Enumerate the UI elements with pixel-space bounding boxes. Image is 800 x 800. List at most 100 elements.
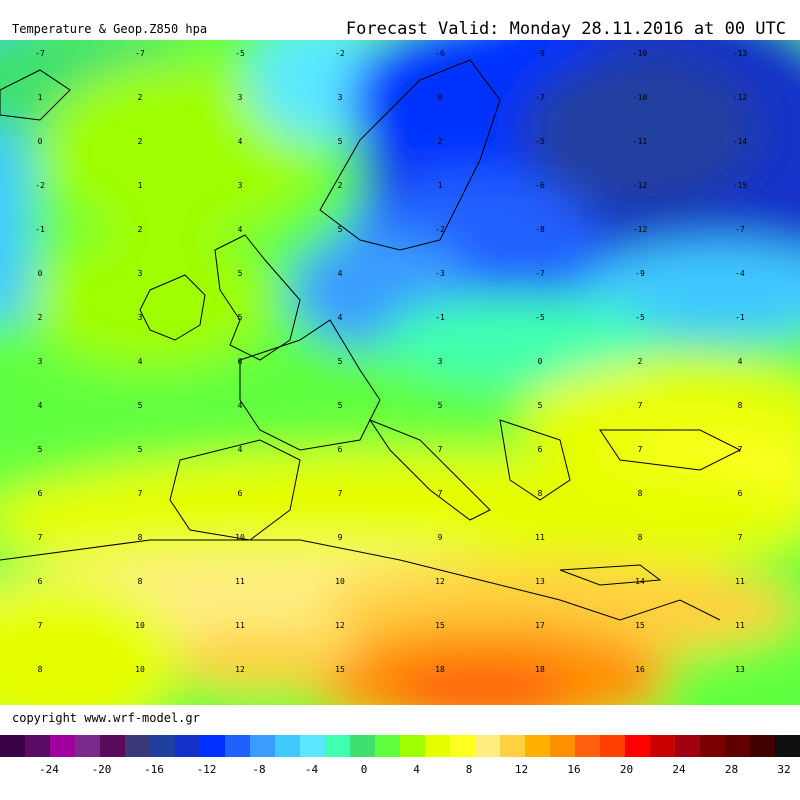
colorbar-tick-label: -20	[91, 763, 112, 776]
temperature-value: -7	[535, 269, 545, 278]
colorbar-cell	[500, 735, 525, 757]
temperature-value: 5	[137, 445, 143, 454]
temperature-value: 11	[535, 533, 545, 542]
temperature-value: 5	[337, 401, 343, 410]
temperature-value: 2	[137, 225, 143, 234]
temperature-value: 9	[337, 533, 343, 542]
temperature-value: 13	[735, 665, 745, 674]
temperature-value: 11	[735, 621, 745, 630]
colorbar-tick-label: 28	[724, 763, 739, 776]
colorbar-cell	[675, 735, 700, 757]
temperature-value: 8	[637, 533, 643, 542]
temperature-value: 7	[337, 489, 343, 498]
temperature-value: 4	[337, 269, 343, 278]
temperature-value: 2	[37, 313, 43, 322]
temperature-value: 5	[337, 137, 343, 146]
temperature-value: -6	[435, 49, 445, 58]
colorbar-tick-label: -24	[39, 763, 59, 776]
colorbar-tick-label: 12	[514, 763, 529, 776]
temperature-value: 11	[235, 621, 245, 630]
footer: copyright www.wrf-model.gr -24 -20 -16 -12-…	[0, 705, 800, 800]
colorbar-cell	[750, 735, 775, 757]
colorbar-cell	[0, 735, 25, 757]
temperature-value: 3	[337, 93, 343, 102]
temperature-value: -6	[535, 181, 545, 190]
temperature-value: 4	[37, 401, 43, 410]
temperature-value: -4	[735, 269, 745, 278]
temperature-value: 2	[137, 93, 143, 102]
temperature-value: -1	[435, 313, 445, 322]
temperature-value: -2	[435, 225, 445, 234]
colorbar-cell	[100, 735, 125, 757]
temperature-value: 4	[137, 357, 143, 366]
temperature-value: 1	[137, 181, 143, 190]
map-title: Temperature & Geop.Z850 hpa	[12, 22, 208, 36]
temperature-value: 1	[37, 93, 43, 102]
temperature-value: -10	[632, 49, 648, 58]
colorbar-cell	[275, 735, 300, 757]
temperature-value: 0	[437, 93, 443, 102]
temperature-value: -7	[735, 225, 745, 234]
temperature-value: 7	[37, 533, 43, 542]
colorbar-tick-label: 24	[672, 763, 686, 776]
coastlines	[0, 59, 742, 621]
temperature-value: 10	[235, 533, 245, 542]
temperature-value: 8	[137, 533, 143, 542]
temperature-value: -5	[635, 313, 645, 322]
forecast-map[interactable]: -7 -7 -5 -2 -6 -9 -10 -13 1 2 3 3 0 -7 -10 -12 0 2 4 5 2 -5 -1…	[0, 40, 800, 705]
temperature-value: 3	[137, 269, 143, 278]
colorbar-tick-label: -4	[304, 763, 319, 776]
colorbar-cell	[700, 735, 725, 757]
temperature-value: 8	[137, 577, 143, 586]
temperature-colorbar	[0, 735, 800, 757]
temperature-value: 15	[635, 621, 645, 630]
temperature-value: 5	[337, 225, 343, 234]
temperature-value: 4	[337, 313, 343, 322]
colorbar-cell	[775, 735, 800, 757]
temperature-value: 4	[237, 137, 243, 146]
copyright-text: copyright www.wrf-model.gr	[12, 711, 200, 725]
temperature-value: 2	[337, 181, 343, 190]
colorbar-tick-label: 0	[360, 763, 368, 776]
temperature-value: 7	[737, 533, 743, 542]
temperature-value: 1	[437, 181, 443, 190]
temperature-value: -7	[35, 49, 45, 58]
temperature-field	[0, 40, 800, 705]
temperature-value: 5	[237, 269, 243, 278]
colorbar-cell	[50, 735, 75, 757]
temperature-value: 7	[437, 489, 443, 498]
temperature-value: 5	[237, 313, 243, 322]
temperature-value: 7	[637, 401, 643, 410]
temperature-value: 7	[437, 445, 443, 454]
temperature-value: 6	[737, 489, 743, 498]
temperature-value: -12	[732, 93, 748, 102]
temperature-value: 5	[137, 401, 143, 410]
temperature-value: -7	[535, 93, 545, 102]
colorbar-cell	[350, 735, 375, 757]
temperature-value: -11	[632, 137, 648, 146]
colorbar-cell	[600, 735, 625, 757]
temperature-value: -10	[632, 93, 648, 102]
temperature-value: 12	[335, 621, 345, 630]
colorbar-cell	[150, 735, 175, 757]
temperature-value: 3	[137, 313, 143, 322]
temperature-value: 14	[635, 577, 645, 586]
temperature-value: 10	[135, 665, 145, 674]
colorbar-cell	[650, 735, 675, 757]
colorbar-tick-label: 16	[567, 763, 581, 776]
temperature-value: 7	[737, 445, 743, 454]
colorbar-cell	[550, 735, 575, 757]
temperature-value: 15	[335, 665, 345, 674]
temperature-value: 6	[37, 489, 43, 498]
temperature-value: 6	[237, 489, 243, 498]
temperature-value: 0	[37, 269, 43, 278]
temperature-value: 2	[637, 357, 643, 366]
temperature-value: 5	[537, 401, 543, 410]
temperature-value: 7	[137, 489, 143, 498]
colorbar-cell	[175, 735, 200, 757]
temperature-value: 2	[137, 137, 143, 146]
colorbar-cell	[475, 735, 500, 757]
temperature-value: 4	[237, 445, 243, 454]
colorbar-tick-label: 4	[413, 763, 420, 776]
temperature-value: 5	[337, 357, 343, 366]
